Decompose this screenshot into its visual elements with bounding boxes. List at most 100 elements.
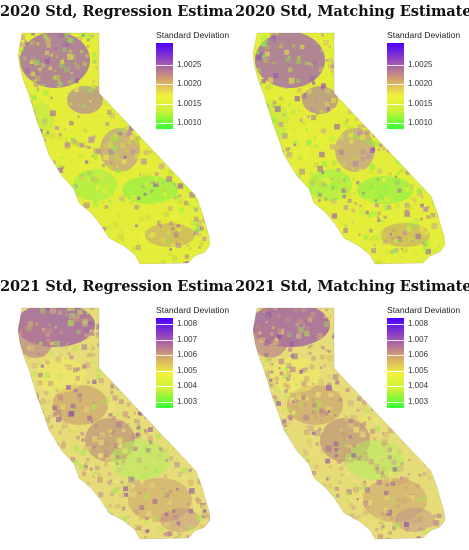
- map-pixel: [417, 516, 423, 523]
- map-pixel: [253, 147, 256, 152]
- map-pixel: [430, 127, 434, 131]
- map-pixel: [288, 367, 291, 370]
- map-pixel: [204, 413, 210, 420]
- map-pixel: [331, 98, 337, 104]
- map-pixel: [294, 398, 299, 403]
- map-pixel: [257, 178, 260, 181]
- map-pixel: [380, 471, 384, 475]
- map-pixel: [57, 167, 63, 173]
- map-pixel: [365, 408, 370, 413]
- legend-color-bar: [156, 318, 173, 408]
- legend-tick-label: 1.0015: [408, 98, 433, 108]
- map-pixel: [92, 379, 97, 384]
- map-pixel: [373, 363, 379, 368]
- map-pixel: [400, 412, 406, 417]
- map-pixel: [150, 144, 154, 148]
- map-pixel: [205, 455, 208, 458]
- map-pixel: [263, 429, 269, 435]
- map-pixel: [67, 471, 73, 477]
- map-pixel: [203, 361, 206, 365]
- map-pixel: [274, 161, 278, 165]
- map-pixel: [317, 199, 321, 203]
- map-pixel: [443, 514, 445, 517]
- map-pixel: [83, 320, 88, 325]
- map-pixel: [439, 354, 444, 360]
- map-pixel: [111, 98, 117, 105]
- map-pixel: [262, 475, 268, 481]
- map-pixel: [49, 341, 53, 346]
- map-pixel: [172, 83, 176, 87]
- map-pixel: [75, 64, 81, 70]
- map-pixel: [269, 155, 276, 161]
- map-pixel: [127, 423, 130, 426]
- map-pixel: [199, 426, 206, 432]
- map-pixel: [296, 334, 299, 338]
- map-pixel: [164, 492, 170, 498]
- map-pixel: [352, 322, 356, 326]
- map-pixel: [268, 266, 272, 270]
- map-pixel: [433, 107, 438, 112]
- map-pixel: [391, 256, 394, 260]
- map-pixel: [403, 390, 409, 396]
- map-pixel: [412, 249, 416, 253]
- map-pixel: [206, 421, 210, 425]
- map-pixel: [157, 220, 162, 226]
- map-pixel: [357, 131, 363, 137]
- map-pixel: [32, 229, 36, 232]
- map-pixel: [138, 251, 143, 256]
- map-pixel: [133, 423, 138, 427]
- map-pixel: [416, 188, 422, 194]
- map-pixel: [382, 308, 386, 309]
- map-pixel: [119, 194, 124, 199]
- map-pixel: [425, 248, 431, 255]
- map-pixel: [18, 365, 22, 370]
- map-pixel: [323, 43, 327, 46]
- map-pixel: [318, 379, 324, 385]
- map-pixel: [272, 154, 277, 159]
- map-pixel: [272, 105, 275, 108]
- map-pixel: [253, 501, 254, 504]
- map-pixel: [182, 54, 187, 59]
- map-pixel: [321, 171, 325, 175]
- map-pixel: [283, 123, 288, 128]
- map-pixel: [196, 515, 202, 521]
- map-pixel: [27, 321, 33, 327]
- map-pixel: [288, 56, 291, 59]
- map-pixel: [92, 153, 98, 158]
- map-pixel: [388, 172, 392, 176]
- map-pixel: [65, 411, 68, 414]
- map-pixel: [140, 182, 143, 185]
- map-pixel: [382, 177, 386, 181]
- map-pixel: [194, 226, 201, 232]
- map-pixel: [334, 316, 338, 320]
- map-pixel: [202, 516, 206, 520]
- map-pixel: [39, 199, 45, 205]
- map-pixel: [292, 514, 295, 518]
- map-pixel: [433, 442, 439, 448]
- map-pixel: [326, 406, 332, 412]
- map-pixel: [406, 91, 413, 97]
- map-pixel: [316, 478, 320, 482]
- map-pixel: [89, 467, 93, 471]
- map-pixel: [62, 458, 67, 463]
- map-pixel: [409, 72, 413, 75]
- map-pixel: [380, 333, 384, 336]
- map-pixel: [211, 98, 215, 102]
- map-pixel: [342, 52, 348, 58]
- map-pixel: [445, 183, 449, 187]
- map-pixel: [258, 447, 262, 451]
- map-pixel: [29, 477, 33, 481]
- map-pixel: [272, 39, 277, 43]
- map-pixel: [381, 99, 385, 104]
- map-pixel: [408, 458, 411, 462]
- map-pixel: [314, 464, 319, 469]
- map-pixel: [208, 316, 210, 322]
- map-pixel: [437, 112, 443, 119]
- map-pixel: [25, 68, 31, 74]
- map-pixel: [425, 527, 430, 532]
- legend-tick-label: 1.003: [177, 396, 198, 406]
- map-pixel: [203, 328, 209, 333]
- map-pixel: [19, 55, 24, 60]
- map-pixel: [326, 250, 330, 254]
- map-pixel: [339, 318, 342, 321]
